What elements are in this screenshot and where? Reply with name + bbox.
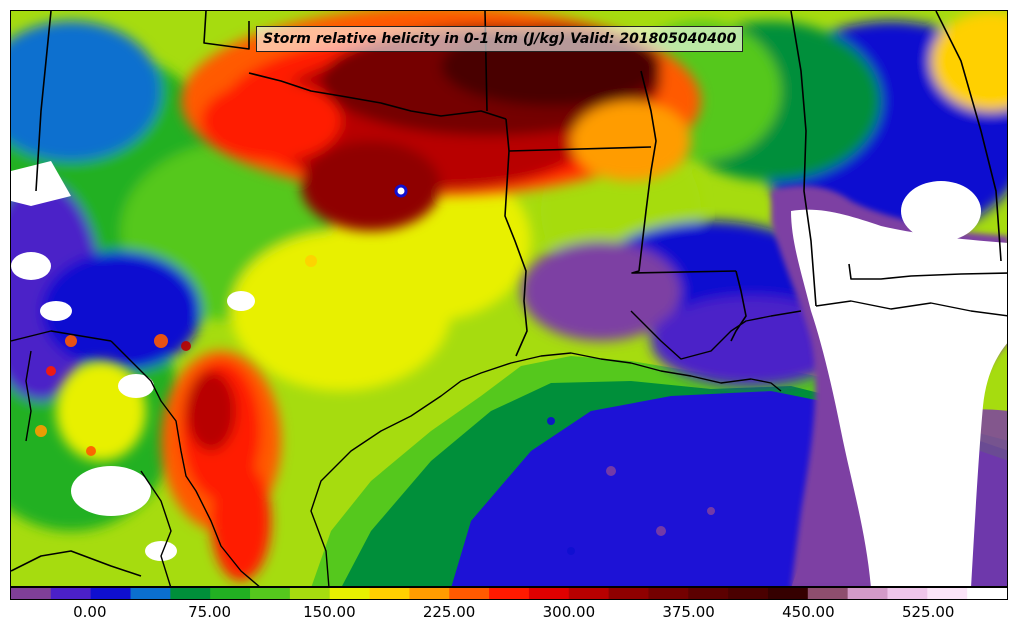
colorbar-ticks: 0.00 75.00 150.00 225.00 300.00 375.00 450.00 5… (0, 603, 1018, 627)
colorbar-segment (568, 588, 610, 599)
colorbar-tick-label: 525.00 (901, 603, 955, 621)
map-frame: Storm relative helicity in 0-1 km (J/kg)… (10, 10, 1008, 587)
colorbar-tick-label: 150.00 (303, 603, 356, 621)
colorbar-segment (90, 588, 132, 599)
high-helicity-southwest (56, 351, 281, 581)
colorbar-segment (967, 588, 1007, 599)
colorbar-segment (648, 588, 689, 599)
colorbar-segment (210, 588, 251, 599)
colorbar (10, 587, 1008, 600)
colorbar-segment (807, 588, 849, 599)
colorbar-segment (927, 588, 968, 599)
colorbar-tick-label: 0.00 (73, 603, 107, 621)
colorbar-segment (728, 588, 769, 599)
coastline (11, 300, 1007, 586)
colorbar-segment (409, 588, 450, 599)
colorbar-tick-label: 450.00 (782, 603, 835, 621)
colorbar-segment (528, 588, 570, 599)
colorbar-tick-label: 300.00 (542, 603, 596, 621)
helicity-minimum (394, 184, 408, 198)
colorbar-segment (289, 588, 331, 599)
colorbar-tick-label: 225.00 (422, 603, 476, 621)
colorbar-segment (489, 588, 530, 599)
colorbar-segment (329, 588, 371, 599)
colorbar-segment (449, 588, 490, 599)
colorbar-segment (767, 588, 809, 599)
map-title: Storm relative helicity in 0-1 km (J/kg)… (256, 26, 744, 52)
colorbar-segment (170, 588, 211, 599)
colorbar-segment (369, 588, 410, 599)
colorbar-segment (250, 588, 291, 599)
field-speckles (35, 255, 715, 555)
state-borders (11, 11, 1007, 577)
colorbar-segment (608, 588, 649, 599)
colorbar-segment (11, 588, 52, 599)
florida-low-helicity (771, 181, 1007, 586)
colorbar-segment (50, 588, 92, 599)
low-helicity-patches (11, 161, 255, 561)
colorbar-segment (130, 588, 171, 599)
colorbar-tick-label: 375.00 (662, 603, 715, 621)
colorbar-segment (688, 588, 729, 599)
colorbar-segment (847, 588, 888, 599)
colorbar-segment (887, 588, 928, 599)
colorbar-tick-label: 75.00 (188, 603, 232, 621)
helicity-map[interactable] (11, 11, 1008, 587)
